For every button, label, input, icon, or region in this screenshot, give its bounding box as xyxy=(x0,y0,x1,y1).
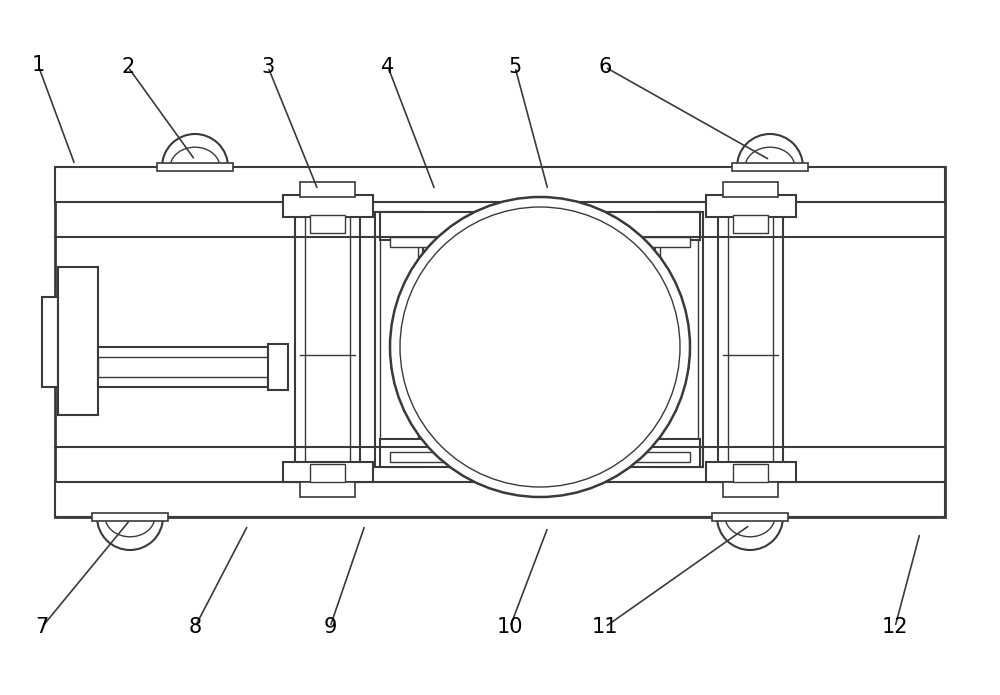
Bar xyxy=(706,462,796,482)
Bar xyxy=(706,195,796,217)
Bar xyxy=(58,267,98,415)
Wedge shape xyxy=(97,517,163,550)
Bar xyxy=(390,452,690,462)
Text: 9: 9 xyxy=(323,617,337,637)
Bar xyxy=(92,513,168,521)
Bar xyxy=(732,163,808,171)
Bar xyxy=(300,482,355,497)
Bar xyxy=(712,513,788,521)
Bar xyxy=(55,167,945,202)
Bar xyxy=(55,167,945,517)
Bar xyxy=(310,464,345,482)
Text: 1: 1 xyxy=(31,55,45,75)
Text: 12: 12 xyxy=(882,617,908,637)
Bar xyxy=(305,204,350,475)
Bar xyxy=(283,462,373,482)
Text: 11: 11 xyxy=(592,617,618,637)
Circle shape xyxy=(400,207,680,487)
Bar xyxy=(723,482,778,497)
Bar xyxy=(310,215,345,233)
Text: 3: 3 xyxy=(261,57,275,77)
Wedge shape xyxy=(717,517,783,550)
Bar xyxy=(295,197,360,482)
Bar xyxy=(660,217,698,462)
Bar xyxy=(98,347,268,387)
Bar xyxy=(380,439,700,467)
Bar xyxy=(728,204,773,475)
Bar xyxy=(42,297,58,387)
Bar xyxy=(390,237,690,247)
Bar xyxy=(157,163,233,171)
Text: 6: 6 xyxy=(598,57,612,77)
Circle shape xyxy=(390,197,690,497)
Wedge shape xyxy=(162,134,228,167)
Text: 8: 8 xyxy=(188,617,202,637)
Text: 7: 7 xyxy=(35,617,49,637)
Bar xyxy=(733,464,768,482)
Wedge shape xyxy=(737,134,803,167)
Bar xyxy=(380,212,700,240)
Bar xyxy=(300,182,355,197)
Bar xyxy=(380,217,418,462)
Bar xyxy=(375,212,423,467)
Bar xyxy=(718,197,783,482)
Bar xyxy=(55,482,945,517)
Bar xyxy=(723,182,778,197)
Bar xyxy=(655,212,703,467)
Text: 5: 5 xyxy=(508,57,522,77)
Text: 2: 2 xyxy=(121,57,135,77)
Bar xyxy=(98,357,268,377)
Text: 10: 10 xyxy=(497,617,523,637)
Text: 4: 4 xyxy=(381,57,395,77)
Bar xyxy=(268,344,288,390)
Bar xyxy=(733,215,768,233)
Bar xyxy=(283,195,373,217)
